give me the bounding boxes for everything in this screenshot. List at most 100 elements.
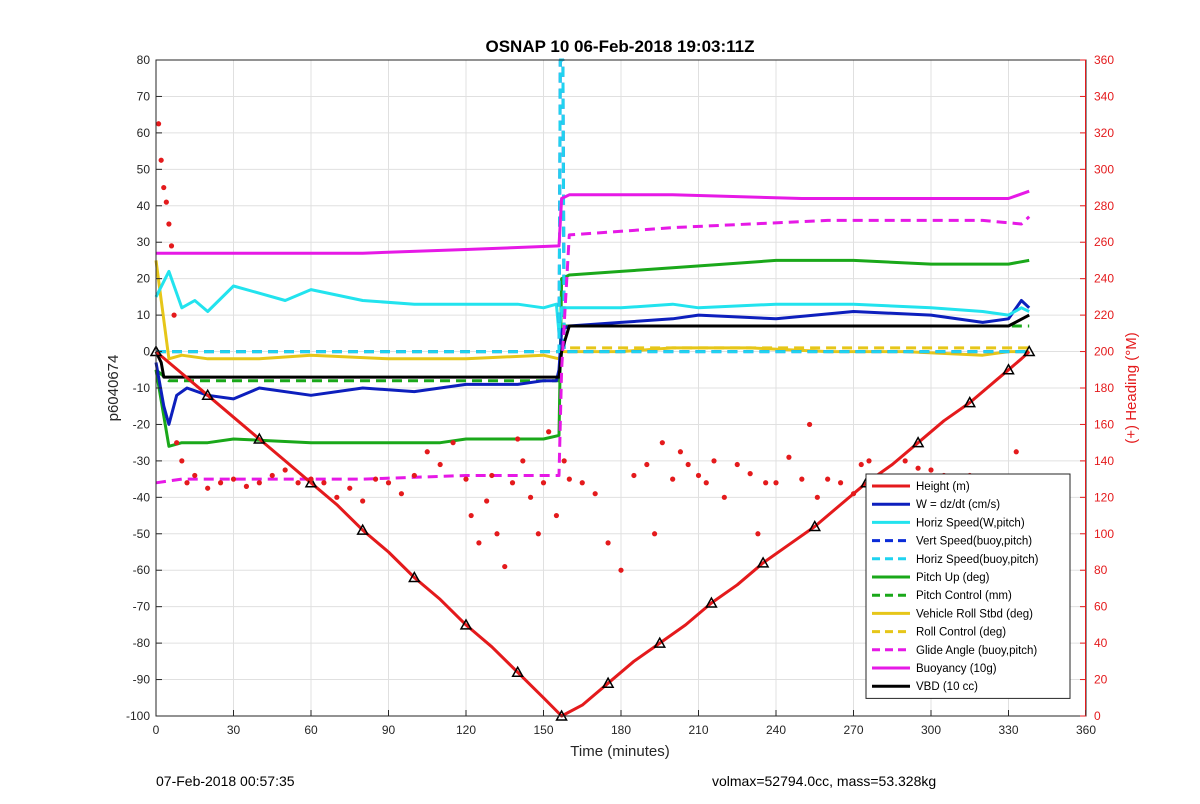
heading-point <box>155 121 162 127</box>
heading-point <box>659 440 665 446</box>
y2-tick-label: 340 <box>1094 89 1114 103</box>
heading-point <box>437 461 443 468</box>
heading-point <box>535 531 541 537</box>
y2-tick-label: 300 <box>1094 162 1114 176</box>
heading-point <box>463 476 469 482</box>
depth-marker <box>705 596 718 608</box>
heading-point <box>520 458 526 464</box>
heading-point <box>605 540 611 546</box>
heading-point <box>179 458 185 464</box>
heading-point <box>747 471 753 477</box>
y2-tick-label: 120 <box>1094 490 1114 504</box>
heading-point <box>515 436 521 442</box>
heading-point <box>347 485 353 491</box>
heading-point <box>398 491 405 497</box>
heading-point <box>411 472 417 479</box>
legend-label: VBD (10 cc) <box>916 681 978 693</box>
heading-point <box>734 461 740 468</box>
y-tick-label: -70 <box>133 600 151 614</box>
legend-label: Horiz Speed(buoy,pitch) <box>916 554 1039 566</box>
y-tick-label: -60 <box>133 563 151 577</box>
y2-tick-label: 220 <box>1094 308 1114 322</box>
y-tick-label: 80 <box>137 53 151 67</box>
heading-point <box>786 454 792 460</box>
heading-point <box>282 467 288 473</box>
heading-point <box>256 480 262 486</box>
legend-label: Buoyancy (10g) <box>916 663 997 675</box>
y-tick-label: -50 <box>133 527 151 541</box>
depth-marker <box>304 476 318 488</box>
depth-marker <box>601 676 615 688</box>
y-axis-right: 0 20 40 60 80 100 120 140 160 180 200 220 240 260 280 3… <box>1080 53 1114 723</box>
y-tick-label: -20 <box>133 417 151 431</box>
heading-point <box>230 476 237 482</box>
heading-point <box>243 483 250 489</box>
heading-point <box>174 440 180 446</box>
heading-point <box>205 485 211 491</box>
heading-point <box>166 221 172 227</box>
y2-tick-label: 0 <box>1094 709 1101 723</box>
x-tick-label: 330 <box>998 723 1018 737</box>
x-tick-label: 270 <box>843 723 863 737</box>
x-tick-label: 360 <box>1076 723 1096 737</box>
heading-point <box>494 531 500 537</box>
y2-tick-label: 260 <box>1094 235 1114 249</box>
y-tick-label: -40 <box>133 490 151 504</box>
heading-point <box>695 472 702 479</box>
legend-label: Glide Angle (buoy,pitch) <box>916 645 1037 657</box>
heading-point <box>773 480 779 486</box>
heading-point <box>858 461 864 468</box>
heading-point <box>806 421 813 428</box>
heading-point <box>592 491 598 497</box>
heading-point <box>502 563 508 570</box>
legend-box <box>865 473 1071 699</box>
depth-marker <box>201 388 214 401</box>
y-tick-label: 20 <box>137 272 151 286</box>
series-line <box>154 299 1031 426</box>
heading-point <box>631 472 637 479</box>
heading-point <box>825 476 831 482</box>
y-tick-label: 0 <box>143 345 150 359</box>
x-tick-label: 240 <box>766 723 786 737</box>
heading-point <box>489 472 495 479</box>
x-tick-label: 150 <box>533 723 553 737</box>
heading-point <box>334 494 340 500</box>
x-tick-label: 210 <box>688 723 708 737</box>
y2-tick-label: 280 <box>1094 199 1114 213</box>
heading-point <box>424 449 430 455</box>
depth-marker <box>511 665 524 678</box>
heading-point <box>566 476 572 482</box>
x-tick-label: 90 <box>382 723 396 737</box>
heading-point <box>928 467 934 473</box>
y2-tick-label: 140 <box>1094 454 1114 468</box>
heading-point <box>163 199 169 205</box>
heading-point <box>677 449 684 455</box>
y-tick-label: 70 <box>137 89 151 103</box>
heading-point <box>670 476 676 482</box>
legend-label: W = dz/dt (cm/s) <box>916 499 1000 511</box>
x-tick-label: 0 <box>153 723 160 737</box>
y2-tick-label: 180 <box>1094 381 1114 395</box>
legend-label: Vert Speed(buoy,pitch) <box>916 536 1032 548</box>
heading-point <box>468 512 474 519</box>
heading-point <box>385 480 392 486</box>
legend-label: Vehicle Roll Stbd (deg) <box>916 608 1033 620</box>
heading-point <box>651 531 658 537</box>
y-tick-label: -80 <box>133 636 151 650</box>
depth-marker <box>253 432 266 444</box>
x-axis: 0 30 60 90 120 150 180 210 240 270 300 330 360 <box>153 710 1096 737</box>
heading-point <box>360 498 366 504</box>
heading-point <box>902 458 908 464</box>
heading-point <box>837 480 844 486</box>
heading-point <box>711 458 717 464</box>
y2-axis-label: (+) Heading (°M) <box>1123 332 1140 443</box>
heading-point <box>192 472 198 479</box>
series-line <box>154 269 1030 335</box>
heading-point <box>295 480 301 486</box>
y-tick-label: 40 <box>137 199 151 213</box>
y-tick-label: -90 <box>133 673 151 687</box>
heading-point <box>161 184 167 191</box>
heading-point <box>308 476 314 482</box>
legend-label: Height (m) <box>916 481 970 493</box>
heading-point <box>763 480 769 486</box>
